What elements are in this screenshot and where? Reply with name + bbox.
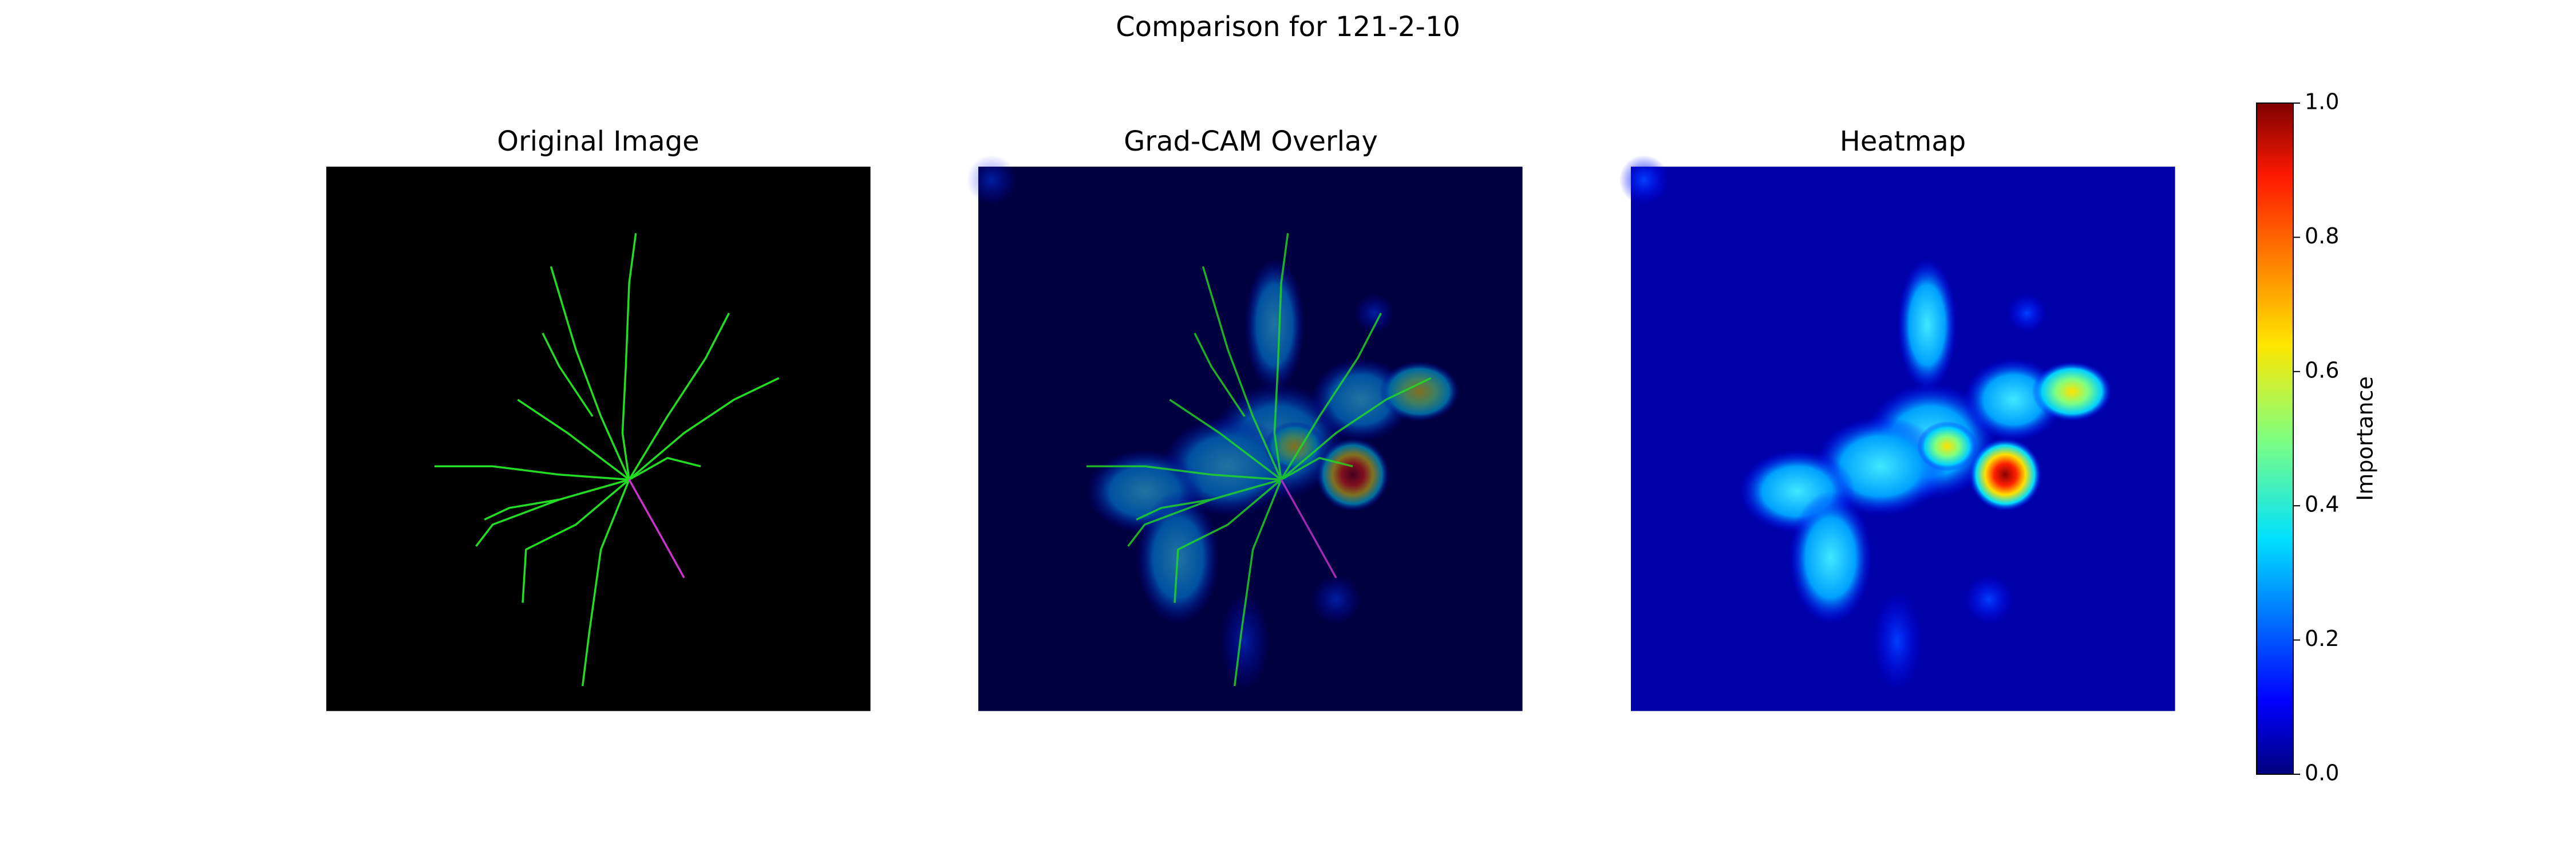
tick-label: 0.0 (2305, 761, 2339, 786)
tick-label: 0.4 (2305, 492, 2339, 517)
panel-title: Heatmap (1840, 125, 1966, 157)
tick-label: 0.6 (2305, 357, 2339, 383)
tick-label: 0.2 (2305, 626, 2339, 651)
colorbar-label: Importance (2353, 376, 2378, 501)
tick-label: 0.8 (2305, 223, 2339, 249)
original-image (326, 167, 871, 711)
panel-title: Original Image (497, 125, 699, 157)
tick-label: 1.0 (2305, 89, 2339, 115)
colorbar (2256, 103, 2294, 775)
panel-title: Grad-CAM Overlay (1124, 125, 1378, 157)
heatmap-image (1619, 155, 2175, 711)
overlay-image (966, 155, 1523, 711)
figure-title: Comparison for 121-2-10 (1116, 11, 1460, 43)
